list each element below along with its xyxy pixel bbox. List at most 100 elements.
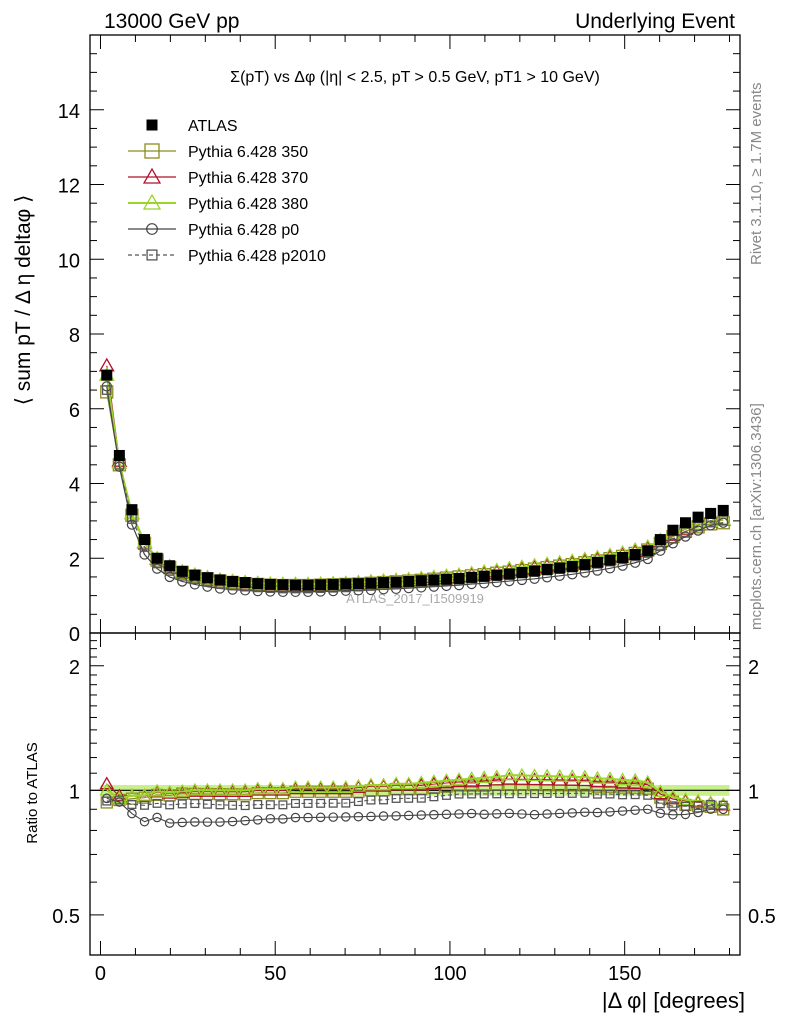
ratio-point-2 xyxy=(552,772,568,786)
ratio-point-5 xyxy=(567,788,577,798)
ratio-point-5 xyxy=(114,795,124,805)
ratio-point-5 xyxy=(429,792,439,802)
ratio-point-4 xyxy=(366,811,376,822)
data-point-0 xyxy=(277,579,289,591)
data-point-0 xyxy=(654,534,666,546)
data-point-0 xyxy=(151,552,163,564)
ratio-point-3 xyxy=(262,781,278,795)
rivet-label: Rivet 3.1.10, ≥ 1.7M events xyxy=(748,83,765,266)
ratio-point-4 xyxy=(303,812,313,823)
ratio-point-3 xyxy=(212,782,228,796)
data-point-0 xyxy=(478,570,490,582)
data-point-0 xyxy=(189,569,201,581)
ratio-point-4 xyxy=(605,807,615,817)
ratio-point-5 xyxy=(328,798,338,808)
data-point-0 xyxy=(692,511,704,523)
legend-label: Pythia 6.428 350 xyxy=(188,144,308,161)
ratio-point-4 xyxy=(693,807,703,818)
ratio-point-2 xyxy=(615,775,630,789)
y-tick-label-main: 2 xyxy=(69,549,80,571)
ratio-point-4 xyxy=(190,817,200,827)
legend-label: Pythia 6.428 p0 xyxy=(188,222,299,239)
ratio-point-5 xyxy=(680,801,690,811)
ratio-point-5 xyxy=(542,789,552,799)
data-point-0 xyxy=(453,572,465,584)
data-point-0 xyxy=(554,562,566,574)
ratio-point-3 xyxy=(577,769,593,783)
data-point-0 xyxy=(239,577,251,589)
data-point-0 xyxy=(227,575,239,587)
ratio-point-2 xyxy=(564,772,580,786)
data-point-0 xyxy=(717,504,729,516)
ratio-point-5 xyxy=(718,800,728,810)
ratio-point-4 xyxy=(353,811,364,822)
data-point-0 xyxy=(403,575,415,587)
y-tick-label-ratio: 2 xyxy=(69,657,80,679)
data-point-0 xyxy=(579,559,591,571)
series-line-4 xyxy=(106,386,724,593)
ratio-point-3 xyxy=(200,782,215,796)
ratio-point-5 xyxy=(504,789,514,799)
y-tick-label-main: 8 xyxy=(69,325,80,347)
data-point-0 xyxy=(491,569,503,581)
y-tick-label-main: 6 xyxy=(69,400,80,422)
ratio-point-3 xyxy=(464,771,480,785)
ratio-point-3 xyxy=(640,774,656,788)
y-tick-label-ratio: 0.5 xyxy=(52,906,80,928)
ratio-point-3 xyxy=(388,776,404,790)
ratio-point-4 xyxy=(668,810,678,820)
data-point-0 xyxy=(503,568,515,580)
legend-marker xyxy=(146,249,158,261)
ratio-point-5 xyxy=(655,799,665,809)
ratio-point-5 xyxy=(592,789,602,799)
data-point-0 xyxy=(264,578,276,590)
ratio-point-3 xyxy=(678,792,693,806)
ratio-point-4 xyxy=(504,808,515,819)
ratio-point-5 xyxy=(492,789,502,799)
ratio-point-3 xyxy=(652,784,668,798)
x-axis-label: |Δ φ| [degrees] xyxy=(602,988,745,1013)
ratio-point-2 xyxy=(590,774,605,788)
ratio-point-5 xyxy=(127,799,137,809)
x-tick-label: 0 xyxy=(95,963,106,985)
ratio-point-5 xyxy=(228,800,238,810)
ratio-point-5 xyxy=(177,799,187,809)
data-point-0 xyxy=(466,571,478,583)
ratio-point-5 xyxy=(303,798,313,808)
plot-title: Σ(pT) vs Δφ (|η| < 2.5, pT > 0.5 GeV, pT… xyxy=(230,69,600,86)
data-point-0 xyxy=(214,574,226,586)
ratio-point-4 xyxy=(441,809,452,820)
data-point-0 xyxy=(541,563,553,575)
ratio-point-2 xyxy=(577,773,593,787)
data-point-4 xyxy=(139,549,150,560)
data-point-0 xyxy=(591,556,603,568)
ratio-point-5 xyxy=(555,788,565,798)
ratio-point-4 xyxy=(630,805,640,815)
data-point-0 xyxy=(617,552,629,564)
data-point-0 xyxy=(340,578,352,590)
ratio-point-4 xyxy=(580,807,590,818)
data-point-0 xyxy=(164,560,176,572)
y-tick-label-main: 14 xyxy=(58,101,80,123)
ratio-point-5 xyxy=(467,789,477,799)
ratio-point-3 xyxy=(288,779,303,793)
data-point-0 xyxy=(604,554,616,566)
ratio-point-4 xyxy=(705,804,716,815)
ratio-point-3 xyxy=(615,772,630,786)
data-point-0 xyxy=(679,517,691,529)
ratio-point-2 xyxy=(464,774,480,788)
ratio-point-3 xyxy=(250,781,266,795)
ratio-point-3 xyxy=(539,768,555,782)
ratio-point-3 xyxy=(300,779,316,793)
ratio-point-3 xyxy=(338,780,354,793)
data-point-3 xyxy=(690,515,707,530)
legend-label: Pythia 6.428 p2010 xyxy=(188,248,326,265)
ratio-point-3 xyxy=(413,775,429,789)
main-series xyxy=(98,357,732,598)
legend-label: ATLAS xyxy=(188,118,238,135)
ratio-point-5 xyxy=(379,795,389,805)
ratio-point-3 xyxy=(439,773,454,786)
main-axes: 0 2 4 6 8 10 12 14 xyxy=(58,34,740,646)
ratio-line-3 xyxy=(106,774,724,806)
data-point-0 xyxy=(365,577,377,589)
